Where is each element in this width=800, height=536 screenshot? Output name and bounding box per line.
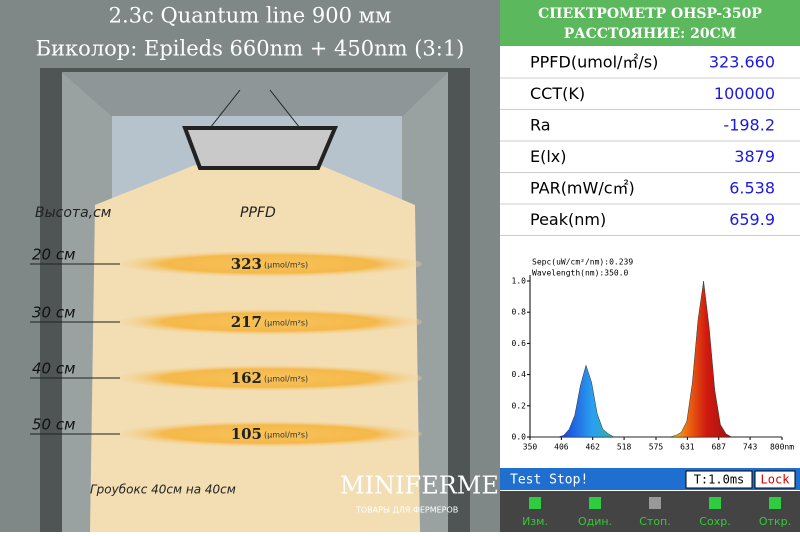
glow-ellipse <box>118 421 422 447</box>
row-value: 100000 <box>714 84 775 103</box>
ppfd-unit: (μmol/m²s) <box>264 375 308 384</box>
ceiling <box>62 72 448 116</box>
ppfd-value: 105 <box>231 425 262 443</box>
button-label: Один. <box>578 515 612 528</box>
ppfd-value: 162 <box>231 369 262 387</box>
x-tick-label: 631 <box>680 443 695 452</box>
row-value: 659.9 <box>729 210 775 229</box>
button-icon[interactable] <box>529 497 541 509</box>
button-label: Стоп. <box>639 515 671 528</box>
height-label: 40 см <box>32 360 75 378</box>
row-label: PPFD(umol/㎡/s) <box>530 53 658 72</box>
row-label: Ra <box>530 116 551 135</box>
row-value: 6.538 <box>729 179 775 198</box>
button-icon[interactable] <box>769 497 781 509</box>
x-tick-label: 575 <box>649 443 664 452</box>
y-tick-label: 0.0 <box>512 433 527 442</box>
x-tick-label: 518 <box>617 443 632 452</box>
ppfd-value: 217 <box>231 313 262 331</box>
status: Test Stop! <box>510 473 588 488</box>
glow-ellipse <box>118 251 422 277</box>
row-label: Peak(nm) <box>530 210 606 229</box>
height-label: 30 см <box>32 304 75 322</box>
ppfd-unit: (μmol/m²s) <box>264 319 308 328</box>
ppfd-value: 323 <box>231 255 262 273</box>
x-tick-label: 743 <box>743 443 758 452</box>
lock: Lock <box>761 473 791 487</box>
time: T:1.0ms <box>694 473 745 487</box>
logo-sub: ТОВАРЫ ДЛЯ ФЕРМЕРОВ <box>355 506 458 515</box>
x-tick-label: 350 <box>523 443 538 452</box>
x-tick-label: 800nm <box>770 443 794 452</box>
y-tick-label: 1.0 <box>512 277 527 286</box>
footer: Гроубокс 40см на 40см <box>90 483 236 497</box>
row-label: E(lx) <box>530 147 567 166</box>
row-value: -198.2 <box>723 116 775 135</box>
button-icon[interactable] <box>649 497 661 509</box>
ppfd-header: PPFD <box>240 205 276 221</box>
subtitle: Биколор: Epileds 660nm + 450nm (3:1) <box>36 37 465 61</box>
logo: MINIFERMER <box>340 472 518 500</box>
x-tick-label: 462 <box>585 443 600 452</box>
row-value: 3879 <box>734 147 775 166</box>
y-tick-label: 0.8 <box>512 308 527 317</box>
x-tick-label: 687 <box>711 443 726 452</box>
spectrum-area <box>530 280 782 438</box>
lamp <box>182 126 339 170</box>
header-bar <box>500 0 800 46</box>
y-tick-label: 0.6 <box>512 339 527 348</box>
right-bg <box>500 0 800 532</box>
distance: РАССТОЯНИЕ: 20СМ <box>564 26 736 42</box>
annotation: Wavelength(nm):350.0 <box>532 269 629 278</box>
y-tick-label: 0.2 <box>512 401 527 410</box>
hanger <box>269 89 301 129</box>
ppfd-unit: (μmol/m²s) <box>264 431 308 440</box>
time-box[interactable] <box>685 470 753 489</box>
hanger <box>209 89 241 129</box>
height-label: 50 см <box>32 416 75 434</box>
height-label: 20 см <box>32 246 75 264</box>
row-label: PAR(mW/c㎡) <box>530 179 635 198</box>
ppfd-unit: (μmol/m²s) <box>264 261 308 270</box>
button-label: Откр. <box>759 515 791 528</box>
button-label: Изм. <box>522 515 548 528</box>
title: 2.3с Quantum line 900 мм <box>109 4 392 28</box>
button-icon[interactable] <box>589 497 601 509</box>
row-value: 323.660 <box>709 53 775 72</box>
lock-box[interactable] <box>754 470 796 489</box>
glow-ellipse <box>118 365 422 391</box>
x-tick-label: 406 <box>554 443 569 452</box>
button-icon[interactable] <box>709 497 721 509</box>
y-tick-label: 0.4 <box>512 370 527 379</box>
glow-ellipse <box>118 309 422 335</box>
header: СПЕКТРОМЕТР OHSP-350P <box>538 6 762 22</box>
annotation: Sepc(uW/cm²/nm):0.239 <box>532 258 633 267</box>
row-label: CCT(K) <box>530 84 585 103</box>
height-header: Высота,см <box>35 205 112 221</box>
button-label: Сохр. <box>699 515 730 528</box>
